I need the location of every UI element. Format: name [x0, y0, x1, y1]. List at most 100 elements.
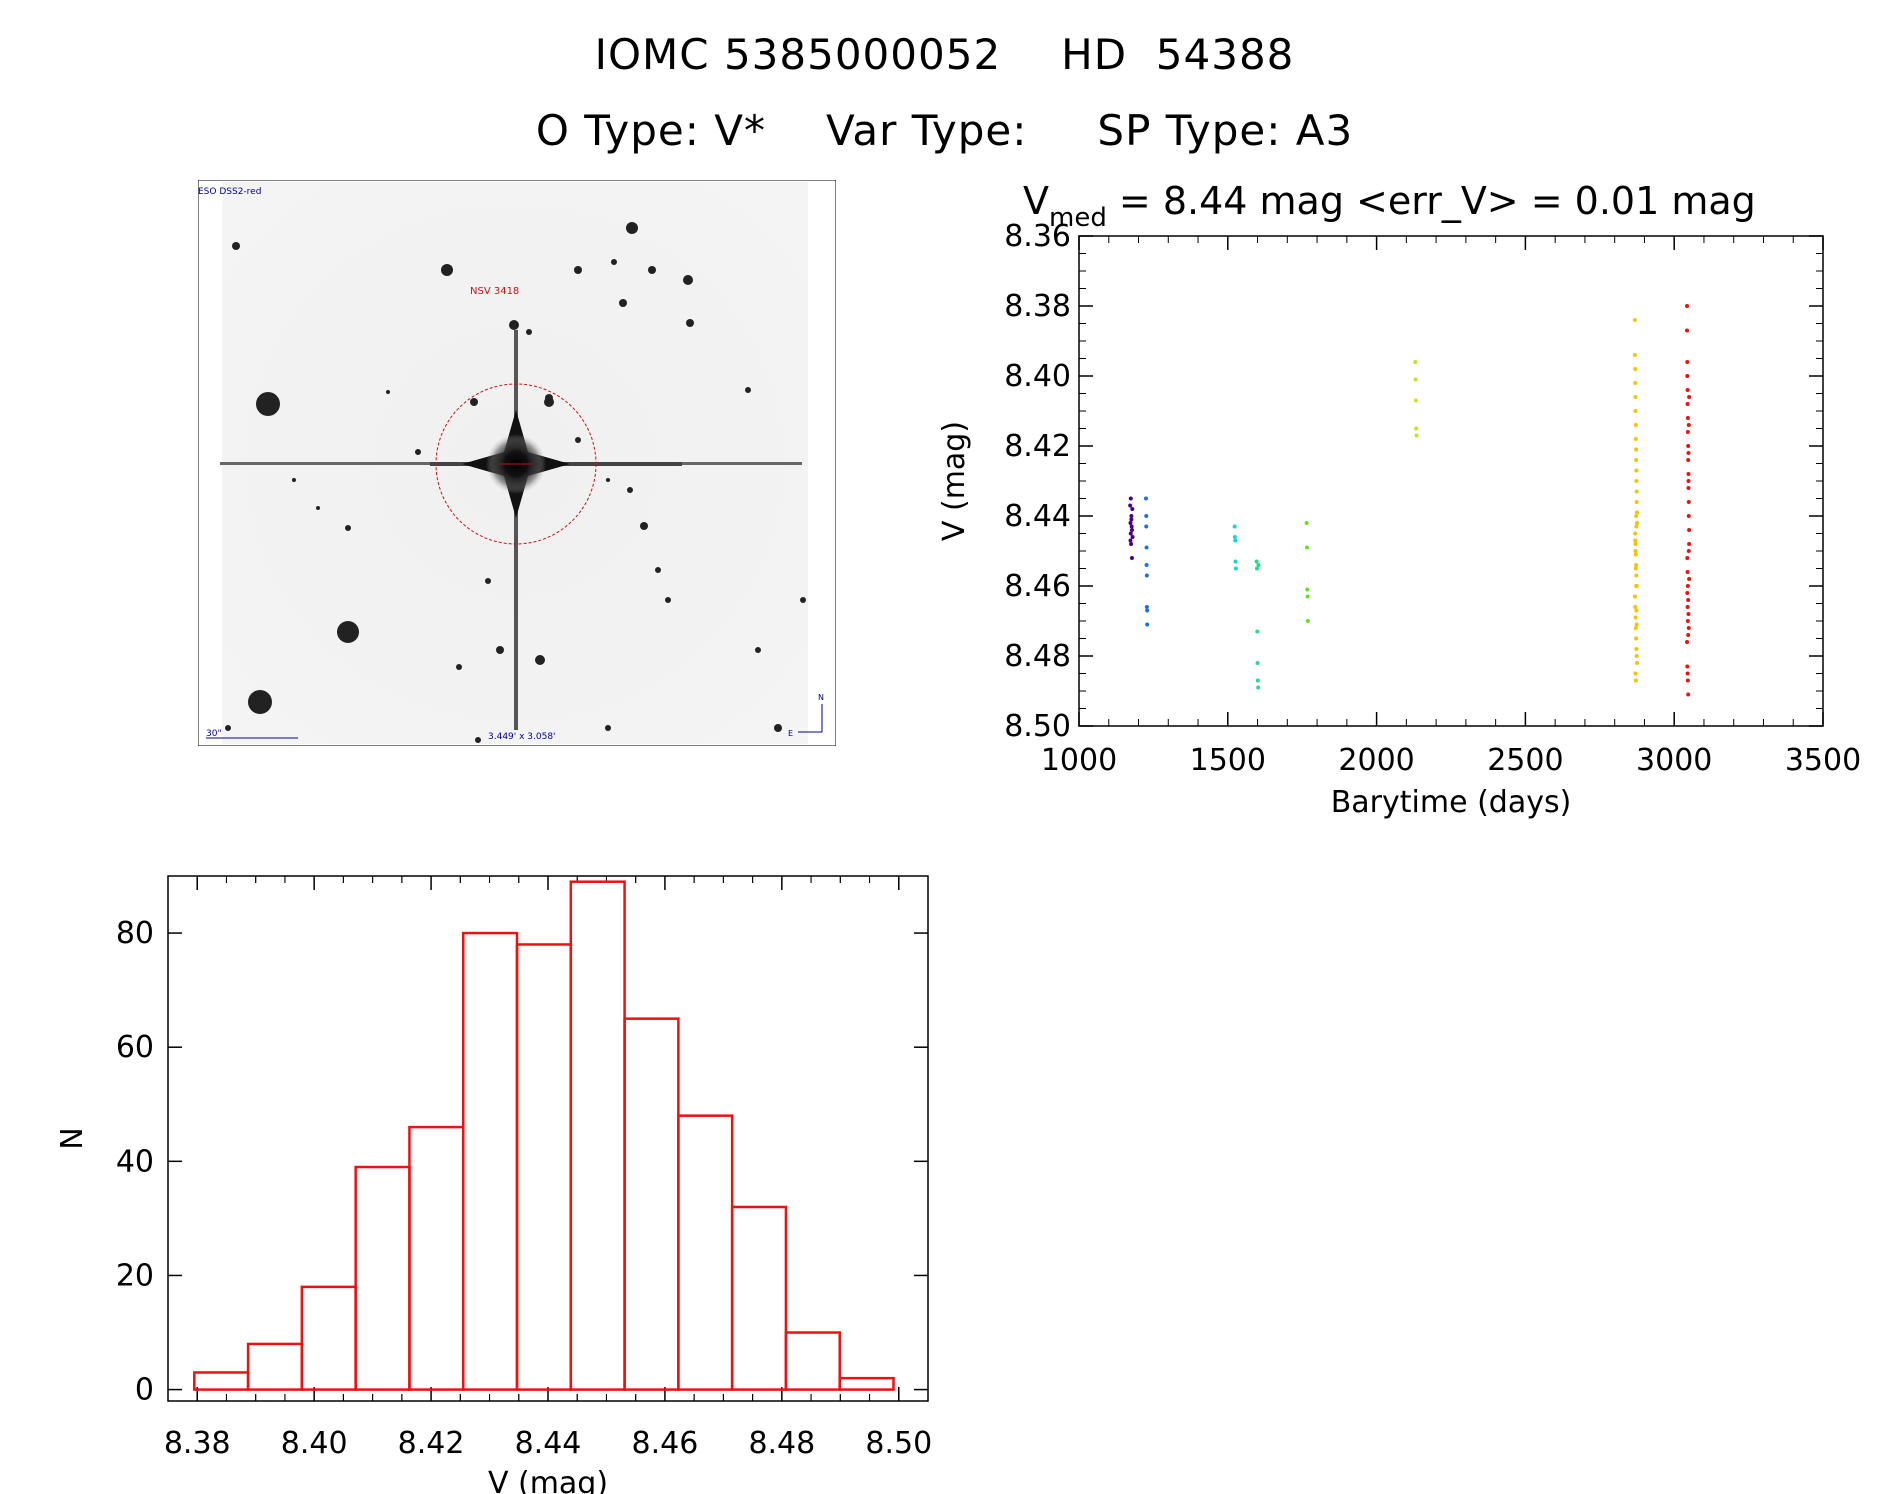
- data-point-s1-1: [1144, 514, 1149, 518]
- title-subscript: med: [1049, 203, 1107, 233]
- x-tick-label: 1500: [1190, 743, 1266, 778]
- data-point-s5-0: [1413, 360, 1418, 364]
- data-point-s6-30: [1633, 671, 1638, 676]
- data-point-s6-7: [1633, 437, 1638, 441]
- field-star-26: [345, 525, 351, 531]
- field-stars: [220, 222, 806, 743]
- histogram-bar-0: [193, 1371, 250, 1391]
- field-star-9: [611, 259, 617, 265]
- histogram-bar-8: [623, 1017, 680, 1391]
- histogram-bar-11: [784, 1331, 841, 1391]
- data-point-s7-13: [1686, 514, 1691, 518]
- data-point-s6-24: [1633, 615, 1638, 620]
- spike-right: [682, 462, 802, 465]
- data-point-s7-3: [1685, 374, 1690, 378]
- histogram-bar-12: [838, 1376, 895, 1391]
- data-point-s1-5: [1144, 573, 1149, 578]
- data-point-s0-4: [1129, 514, 1134, 518]
- data-point-s6-38: [1634, 608, 1639, 613]
- data-point-s0-7: [1130, 507, 1135, 511]
- data-point-s3-4: [1255, 678, 1260, 683]
- aperture-circle: [435, 383, 597, 545]
- data-point-s3-0: [1254, 559, 1259, 564]
- var-type-label: Var Type:: [825, 106, 1028, 155]
- histogram-bar-7: [569, 880, 626, 1391]
- field-star-16: [640, 522, 648, 530]
- data-point-s6-15: [1635, 521, 1639, 525]
- data-point-s7-12: [1686, 500, 1691, 504]
- data-point-s6-4: [1633, 395, 1638, 399]
- hd-label: HD 54388: [1061, 30, 1295, 79]
- data-point-s1-0: [1143, 496, 1148, 501]
- field-star-13: [526, 329, 532, 335]
- field-star-7: [470, 398, 478, 406]
- data-point-s0-10: [1129, 517, 1134, 522]
- x-tick-label: 8.48: [748, 1426, 815, 1461]
- data-point-s7-29: [1687, 577, 1692, 581]
- scale-bar-label: 30": [206, 729, 222, 739]
- spike-left: [220, 462, 430, 465]
- y-tick-label: 8.36: [1004, 219, 1071, 254]
- field-star-3: [626, 222, 638, 234]
- data-point-s6-25: [1633, 626, 1638, 630]
- data-point-s7-28: [1686, 549, 1691, 553]
- data-point-s2-1: [1232, 535, 1237, 539]
- field-star-0: [256, 392, 280, 416]
- data-point-s6-29: [1635, 661, 1639, 665]
- field-star-28: [415, 449, 421, 455]
- histogram-chart: 8.38 8.40 8.42 8.44 8.46 8.48 8.50 0 20 40 60 80 V …: [60, 875, 932, 1494]
- y-tick-label: 8.40: [1004, 359, 1071, 394]
- y-tick-label: 8.44: [1004, 499, 1071, 534]
- data-point-s7-5: [1685, 402, 1690, 406]
- data-point-s0-2: [1128, 531, 1133, 536]
- data-point-s5-4: [1414, 433, 1419, 438]
- field-star-36: [606, 478, 610, 482]
- fov-label: 3.449' x 3.058': [488, 732, 556, 742]
- data-point-s5-3: [1414, 426, 1419, 431]
- data-point-s6-2: [1633, 367, 1638, 371]
- field-star-32: [605, 725, 611, 731]
- data-point-s7-1: [1684, 328, 1689, 333]
- data-point-s2-2: [1233, 538, 1238, 543]
- data-point-s7-32: [1685, 619, 1690, 623]
- sky-image-panel: ESO DSS2-red NSV 3418 30" 3.449' x 3.058…: [198, 180, 836, 746]
- data-point-s0-6: [1129, 556, 1134, 560]
- y-tick-label: 8.38: [1004, 289, 1071, 324]
- x-tick-label: 3000: [1636, 743, 1712, 778]
- data-point-s7-8: [1686, 444, 1691, 448]
- data-point-s7-30: [1685, 591, 1690, 595]
- x-tick-label: 1000: [1041, 743, 1117, 778]
- histogram-bar-10: [730, 1205, 788, 1391]
- data-point-s7-35: [1686, 423, 1691, 427]
- field-star-35: [755, 647, 761, 653]
- y-tick-label: 80: [116, 916, 154, 951]
- field-star-2: [248, 690, 272, 714]
- data-point-s3-6: [1256, 563, 1261, 567]
- field-star-6: [509, 320, 519, 330]
- object-type-label: O Type: V*: [535, 106, 766, 155]
- histogram-bar-9: [677, 1114, 734, 1391]
- data-point-s1-6: [1144, 605, 1149, 609]
- compass: N E: [788, 693, 824, 738]
- field-star-29: [292, 478, 296, 482]
- field-star-37: [386, 390, 390, 394]
- data-point-s2-3: [1233, 559, 1238, 564]
- data-point-s7-31: [1685, 605, 1690, 609]
- y-tick-label: 40: [116, 1144, 154, 1179]
- field-star-11: [686, 319, 694, 327]
- data-point-s6-22: [1632, 594, 1637, 599]
- star-id-label: IOMC 5385000052: [594, 30, 1002, 79]
- histogram-bar-5: [461, 931, 519, 1391]
- data-point-s6-19: [1634, 563, 1639, 567]
- field-star-25: [800, 597, 806, 603]
- data-point-s7-16: [1685, 556, 1690, 560]
- data-point-s7-21: [1686, 626, 1691, 630]
- histogram-bar-1: [246, 1342, 304, 1391]
- north-label: N: [818, 693, 824, 702]
- data-point-s7-7: [1685, 430, 1690, 434]
- x-tick-label: 8.44: [515, 1426, 582, 1461]
- y-tick-label: 8.50: [1004, 709, 1071, 744]
- field-star-30: [683, 275, 693, 285]
- field-star-4: [441, 264, 453, 276]
- x-tick-label: 8.46: [632, 1426, 699, 1461]
